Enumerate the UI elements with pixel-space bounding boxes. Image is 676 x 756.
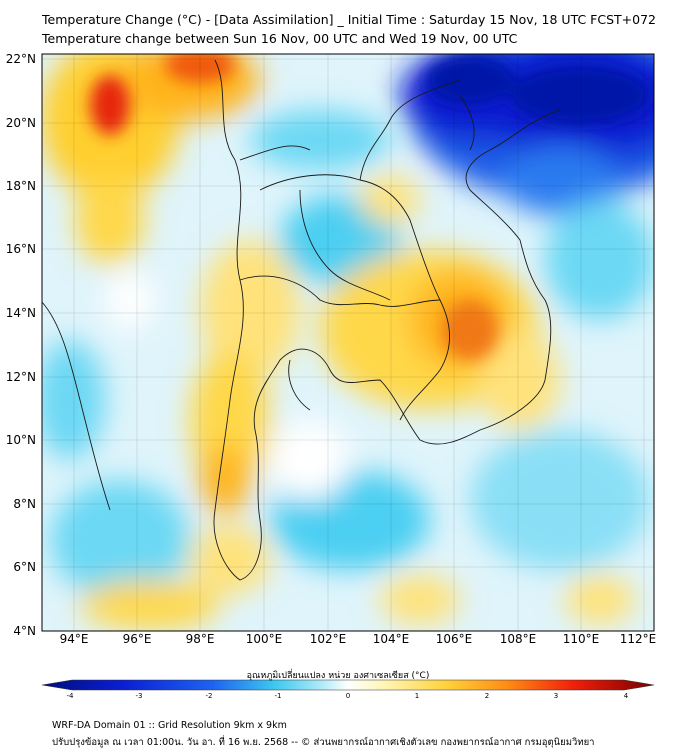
colorbar-tick: -4 xyxy=(66,692,74,700)
colorbar-tick: 1 xyxy=(414,692,420,700)
colorbar-label: อุณหภูมิเปลี่ยนแปลง หน่วย องศาเซลเซียส (… xyxy=(246,671,430,681)
lon-label-110e: 110°E xyxy=(562,632,600,646)
colorbar-tick: 3 xyxy=(553,692,559,700)
colorbar-tick: -1 xyxy=(274,692,282,700)
lat-label-8n: 8°N xyxy=(13,497,36,511)
lon-label-112e: 112°E xyxy=(619,632,657,646)
colorbar-tick: 4 xyxy=(623,692,629,700)
footer-credit: ปรับปรุงข้อมูล ณ เวลา 01:00น. วัน อา. ที… xyxy=(52,737,595,748)
lon-label-98e: 98°E xyxy=(185,632,215,646)
lon-label-100e: 100°E xyxy=(245,632,283,646)
lon-label-94e: 94°E xyxy=(59,632,89,646)
lon-label-106e: 106°E xyxy=(435,632,473,646)
graticule xyxy=(42,54,654,631)
colorbar-tick: 2 xyxy=(484,692,490,700)
lat-label-20n: 20°N xyxy=(5,116,36,130)
lat-label-18n: 18°N xyxy=(5,179,36,193)
lon-label-102e: 102°E xyxy=(309,632,347,646)
footer-model-info: WRF-DA Domain 01 :: Grid Resolution 9km … xyxy=(52,720,287,731)
lat-label-14n: 14°N xyxy=(5,306,36,320)
lat-label-6n: 6°N xyxy=(13,560,36,574)
lat-label-12n: 12°N xyxy=(5,370,36,384)
coastline-borders xyxy=(42,59,561,581)
map-title-line2: Temperature change between Sun 16 Nov, 0… xyxy=(42,31,518,46)
lat-label-4n: 4°N xyxy=(13,624,36,638)
map-title-line1: Temperature Change (°C) - [Data Assimila… xyxy=(42,12,657,27)
colorbar-tick: 0 xyxy=(345,692,351,700)
colorbar-tick: -2 xyxy=(205,692,213,700)
lat-label-16n: 16°N xyxy=(5,242,36,256)
lat-label-22n: 22°N xyxy=(5,52,36,66)
lat-label-10n: 10°N xyxy=(5,433,36,447)
temperature-field xyxy=(42,54,654,631)
colorbar xyxy=(41,679,655,691)
lon-label-104e: 104°E xyxy=(372,632,410,646)
map-border xyxy=(41,53,655,632)
lon-label-108e: 108°E xyxy=(499,632,537,646)
colorbar-tick: -3 xyxy=(135,692,143,700)
lon-label-96e: 96°E xyxy=(122,632,152,646)
